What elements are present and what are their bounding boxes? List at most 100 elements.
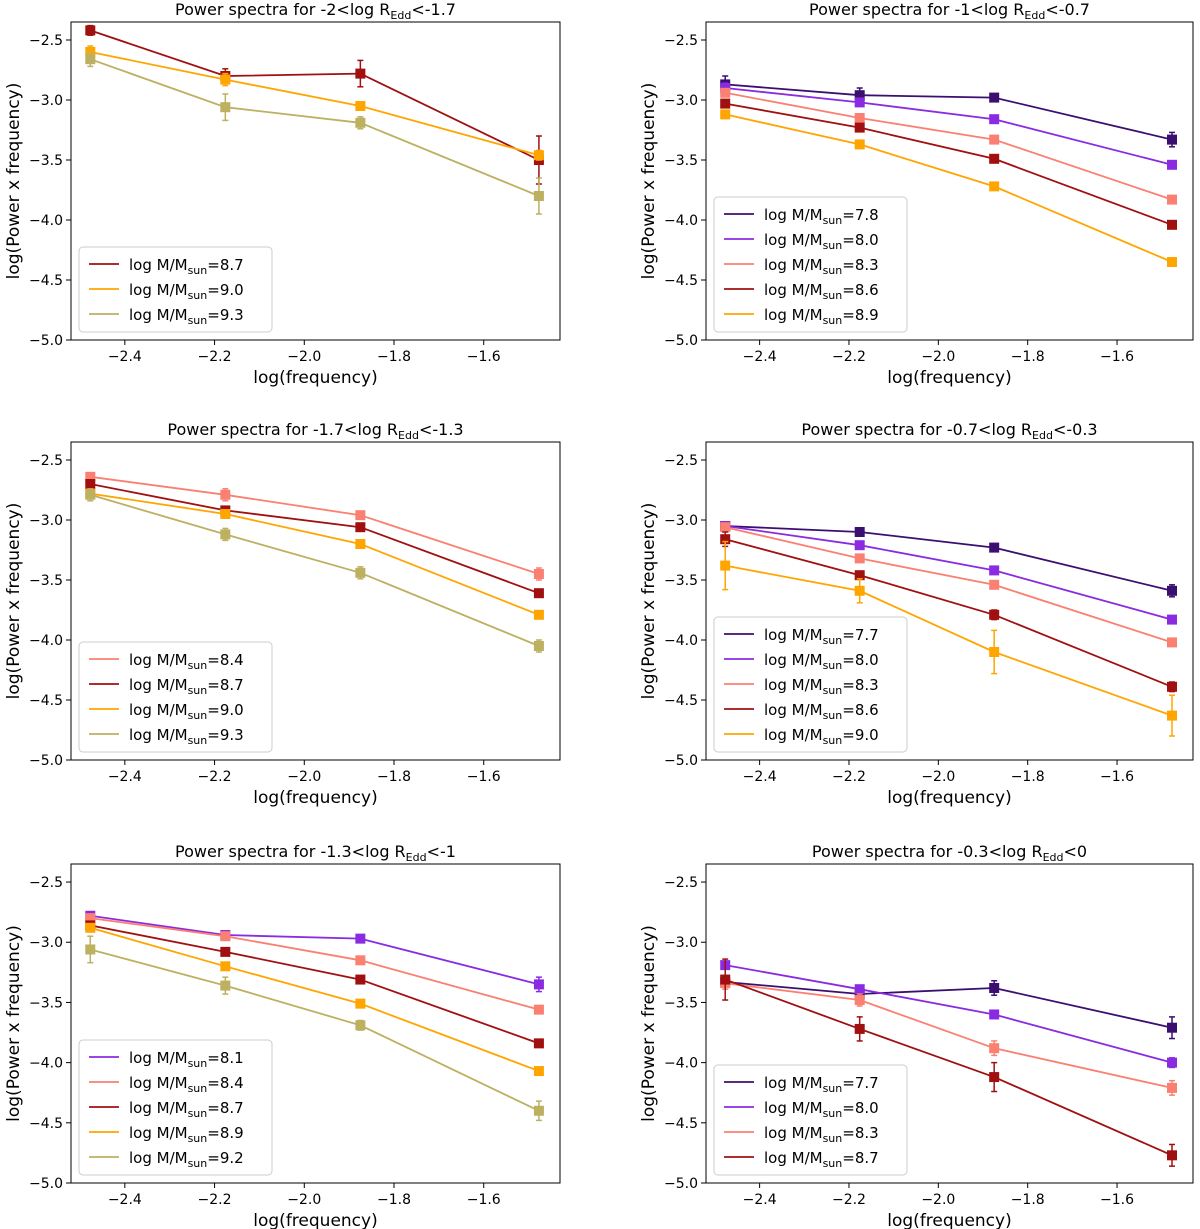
plot-area (720, 958, 1178, 1167)
data-point (989, 982, 1000, 993)
data-point (533, 1066, 544, 1077)
series-line (90, 29, 540, 161)
series-line (725, 564, 1173, 717)
data-point (989, 134, 1000, 145)
y-axis-label: log(Power x frequency) (639, 925, 659, 1122)
series-8-6 (720, 98, 1178, 230)
data-point (220, 102, 231, 113)
data-point (989, 153, 1000, 164)
data-point (220, 509, 231, 519)
data-point (355, 539, 366, 549)
series-line (725, 91, 1173, 201)
y-tick-label: −2.5 (29, 875, 63, 891)
series-line (89, 58, 540, 197)
data-point (1167, 1082, 1178, 1093)
legend-label: log M/Msun=8.0 (764, 1099, 879, 1120)
data-point (533, 191, 544, 201)
data-point (989, 1043, 1000, 1054)
legend-label: log M/Msun=9.0 (129, 701, 244, 722)
legend-label: log M/Msun=8.0 (764, 651, 879, 672)
x-axis-label: log(frequency) (887, 1211, 1011, 1229)
data-point (85, 54, 96, 65)
legend-label: log M/Msun=9.2 (129, 1149, 244, 1170)
data-point (1167, 134, 1178, 145)
data-point (989, 92, 1000, 103)
x-tick-label: −1.8 (1011, 769, 1045, 785)
y-axis-label: log(Power x frequency) (639, 503, 659, 700)
y-tick-label: −4.5 (29, 273, 63, 289)
data-point (533, 1105, 544, 1116)
y-axis-label: log(Power x frequency) (4, 503, 24, 700)
series-8-7 (85, 24, 544, 185)
plot-area (85, 471, 544, 653)
data-point (85, 913, 96, 924)
x-tick-label: −2.0 (921, 769, 955, 785)
data-point (854, 1023, 865, 1034)
y-tick-label: −3.5 (664, 153, 698, 169)
data-point (989, 609, 1000, 620)
legend: log M/Msun=8.4 log M/Msun=8.7 log M/Msun=9… (78, 641, 273, 753)
series-8-3 (720, 87, 1178, 205)
series-line (90, 917, 540, 1011)
data-point (989, 181, 1000, 192)
y-tick-label: −4.5 (664, 273, 698, 289)
data-point (989, 114, 1000, 125)
data-point (533, 150, 544, 161)
x-tick-label: −1.8 (1011, 1192, 1045, 1208)
y-tick-label: −5.0 (664, 333, 698, 349)
data-point (854, 113, 865, 123)
data-point (355, 567, 366, 578)
chart-panel-6: Power spectra for -0.3<log REdd<0 −2.4 −2.… (639, 842, 1194, 1229)
legend-box (713, 196, 908, 333)
x-tick-label: −1.8 (377, 349, 411, 365)
data-point (720, 98, 731, 109)
legend-label: log M/Msun=8.7 (129, 1099, 244, 1120)
legend-label: log M/Msun=8.7 (129, 676, 244, 697)
series-line (90, 483, 540, 595)
series-line (725, 87, 1173, 166)
y-axis-label: log(Power x frequency) (639, 83, 659, 280)
y-tick-label: −2.5 (664, 875, 698, 891)
y-tick-label: −5.0 (29, 333, 63, 349)
data-point (85, 471, 96, 482)
data-point (989, 1009, 1000, 1020)
legend-label: log M/Msun=8.7 (764, 1149, 879, 1170)
data-point (854, 139, 865, 150)
legend: log M/Msun=8.1 log M/Msun=8.4 log M/Msun=8… (78, 1039, 273, 1176)
x-tick-label: −2.4 (743, 349, 777, 365)
x-axis-label: log(frequency) (253, 788, 377, 808)
legend-label: log M/Msun=8.3 (764, 676, 879, 697)
data-point (720, 109, 731, 120)
legend-label: log M/Msun=7.7 (764, 1074, 879, 1095)
y-tick-label: −4.5 (29, 693, 63, 709)
data-point (854, 553, 865, 564)
x-tick-label: −1.6 (1100, 349, 1134, 365)
x-tick-label: −2.2 (198, 769, 232, 785)
legend-box (713, 616, 908, 753)
series-line (90, 948, 540, 1112)
y-axis-label: log(Power x frequency) (4, 83, 24, 280)
data-point (720, 560, 731, 571)
data-point (533, 609, 544, 620)
chart-panel-2: Power spectra for -1<log REdd<-0.7 −2.4 −2… (639, 0, 1194, 388)
x-tick-label: −2.4 (743, 769, 777, 785)
data-point (220, 931, 231, 942)
data-point (355, 101, 366, 111)
axes-frame (705, 21, 1194, 341)
x-tick-label: −2.4 (108, 769, 142, 785)
data-point (1167, 585, 1178, 596)
data-point (355, 117, 366, 128)
series-7-7 (720, 976, 1178, 1040)
data-point (1167, 1022, 1178, 1033)
x-tick-label: −2.0 (921, 1192, 955, 1208)
data-point (1167, 1150, 1178, 1161)
legend: log M/Msun=7.8 log M/Msun=8.0 log M/Msun=8… (713, 196, 908, 333)
series-8-3 (720, 976, 1178, 1096)
x-tick-label: −2.2 (832, 1192, 866, 1208)
x-tick-label: −2.2 (198, 349, 232, 365)
x-tick-label: −1.6 (1100, 1192, 1134, 1208)
y-tick-label: −3.5 (29, 995, 63, 1011)
y-tick-label: −2.5 (29, 453, 63, 469)
data-point (854, 585, 865, 596)
